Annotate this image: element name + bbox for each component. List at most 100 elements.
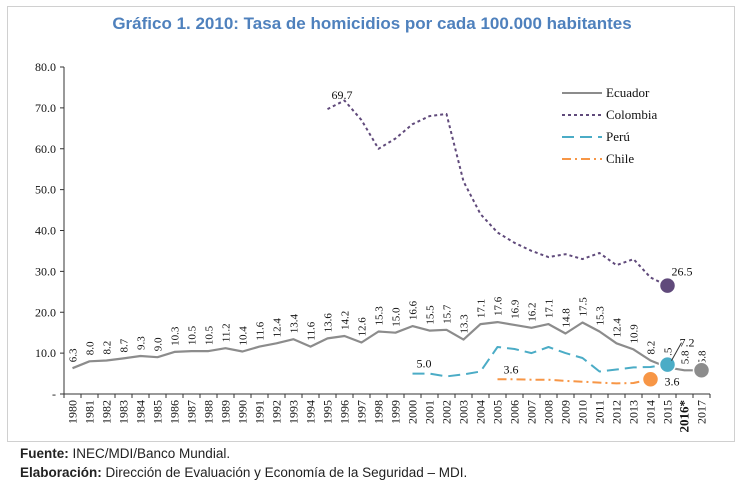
highlight-marker xyxy=(658,276,677,295)
ecuador-value-label: 10.5 xyxy=(204,325,216,345)
ecuador-value-label: 13.4 xyxy=(289,313,301,333)
ecuador-value-label: 12.4 xyxy=(272,318,284,338)
ecuador-value-label: 9.3 xyxy=(136,336,148,350)
ecuador-value-label: 13.6 xyxy=(323,313,335,333)
ecuador-value-label: 17.5 xyxy=(578,297,590,317)
ecuador-value-label: 11.6 xyxy=(255,321,267,340)
point-label: 26.5 xyxy=(672,265,693,279)
ecuador-value-label: 11.2 xyxy=(221,323,233,342)
source-text: INEC/MDI/Banco Mundial. xyxy=(72,446,231,461)
ecuador-value-label: 10.5 xyxy=(187,325,199,345)
x-tick-label: 2001 xyxy=(423,400,437,424)
source-label: Fuente: xyxy=(20,446,69,461)
point-label: 7.2 xyxy=(680,336,695,350)
highlight-marker xyxy=(658,355,677,374)
ecuador-value-label: 8.2 xyxy=(102,341,114,355)
x-tick-label: 2005 xyxy=(491,400,505,424)
ecuador-value-label: 15.3 xyxy=(595,306,607,326)
x-tick-label: 1998 xyxy=(372,400,386,424)
series-line-perú xyxy=(412,346,668,378)
x-tick-label: 2006 xyxy=(508,400,522,424)
ecuador-value-label: 8.0 xyxy=(85,341,97,355)
ecuador-value-label: 10.3 xyxy=(170,326,182,346)
x-tick-label: 1983 xyxy=(117,400,131,424)
y-tick-label: 60.0 xyxy=(35,142,56,156)
x-tick-label: 2009 xyxy=(559,400,573,424)
x-tick-label: 1989 xyxy=(219,400,233,424)
ecuador-value-label: 11.6 xyxy=(306,321,318,340)
point-label: 5.0 xyxy=(417,357,432,371)
ecuador-value-label: 16.9 xyxy=(510,299,522,319)
x-tick-label: 2016* xyxy=(677,400,692,433)
ecuador-value-label: 16.2 xyxy=(527,303,539,322)
ecuador-value-label: 10.9 xyxy=(629,324,641,344)
highlight-marker xyxy=(692,361,711,380)
ecuador-value-label: 15.5 xyxy=(425,305,437,325)
x-tick-label: 1986 xyxy=(168,400,182,424)
y-tick-label: 10.0 xyxy=(35,346,56,360)
x-tick-label: 2000 xyxy=(406,400,420,424)
y-tick-label: 30.0 xyxy=(35,264,56,278)
elaboration-note: Elaboración: Dirección de Evaluación y E… xyxy=(20,465,467,480)
x-tick-label: 2007 xyxy=(525,400,539,424)
ecuador-value-label: 15.0 xyxy=(391,307,403,327)
x-tick-label: 1980 xyxy=(66,400,80,424)
ecuador-value-label: 17.6 xyxy=(493,296,505,316)
x-tick-label: 1991 xyxy=(253,400,267,424)
x-tick-label: 1981 xyxy=(83,400,97,424)
y-tick-label: 40.0 xyxy=(35,224,56,238)
x-tick-label: 1982 xyxy=(100,400,114,424)
ecuador-value-label: 9.0 xyxy=(153,337,165,351)
ecuador-value-label: 15.3 xyxy=(374,306,386,326)
x-tick-label: 1988 xyxy=(202,400,216,424)
y-tick-label: 70.0 xyxy=(35,101,56,115)
y-tick-label: 20.0 xyxy=(35,305,56,319)
highlight-marker xyxy=(641,370,660,389)
x-tick-label: 2013 xyxy=(627,400,641,424)
legend-label: Colombia xyxy=(606,107,658,122)
x-tick-label: 2008 xyxy=(542,400,556,424)
x-tick-label: 1987 xyxy=(185,400,199,424)
ecuador-value-label: 6.3 xyxy=(68,348,80,362)
ecuador-value-label: 17.1 xyxy=(544,299,556,318)
ecuador-value-label: 13.3 xyxy=(459,314,471,334)
x-tick-label: 2003 xyxy=(457,400,471,424)
source-note: Fuente: INEC/MDI/Banco Mundial. xyxy=(20,446,230,461)
ecuador-value-label: 14.2 xyxy=(340,311,352,330)
x-tick-label: 2002 xyxy=(440,400,454,424)
ecuador-value-label: 10.4 xyxy=(238,326,250,346)
ecuador-value-label: 8.2 xyxy=(646,341,658,355)
point-label: 3.6 xyxy=(665,374,680,388)
x-tick-label: 1993 xyxy=(287,400,301,424)
x-tick-label: 1996 xyxy=(338,400,352,424)
legend-label: Perú xyxy=(606,129,630,144)
point-label: 3.6 xyxy=(504,362,519,376)
x-tick-label: 1997 xyxy=(355,400,369,424)
peru-label-leader xyxy=(671,342,682,361)
chart-frame xyxy=(7,6,735,442)
ecuador-value-label: 8.7 xyxy=(119,338,131,352)
x-tick-label: 2014 xyxy=(644,400,658,424)
x-tick-label: 2015 xyxy=(661,400,675,424)
ecuador-value-label: 14.8 xyxy=(561,308,573,328)
series-line-ecuador xyxy=(72,321,702,372)
x-tick-label: 1992 xyxy=(270,400,284,424)
x-tick-label: 1995 xyxy=(321,400,335,424)
x-tick-label: 2012 xyxy=(610,400,624,424)
elaboration-text: Dirección de Evaluación y Economía de la… xyxy=(105,465,468,480)
chart-title: Gráfico 1. 2010: Tasa de homicidios por … xyxy=(112,14,632,33)
x-tick-label: 2011 xyxy=(593,400,607,424)
y-tick-label: 50.0 xyxy=(35,183,56,197)
ecuador-value-label: 5.8 xyxy=(697,350,709,364)
x-tick-label: 1999 xyxy=(389,400,403,424)
point-label: 69.7 xyxy=(332,88,353,102)
ecuador-value-label: 12.6 xyxy=(357,317,369,337)
x-tick-label: 1994 xyxy=(304,400,318,424)
x-tick-label: 2010 xyxy=(576,400,590,424)
y-tick-label: - xyxy=(52,387,56,401)
x-tick-label: 1985 xyxy=(151,400,165,424)
series-line-chile xyxy=(497,378,651,385)
series-line-colombia xyxy=(327,99,668,287)
x-tick-label: 1984 xyxy=(134,400,148,424)
